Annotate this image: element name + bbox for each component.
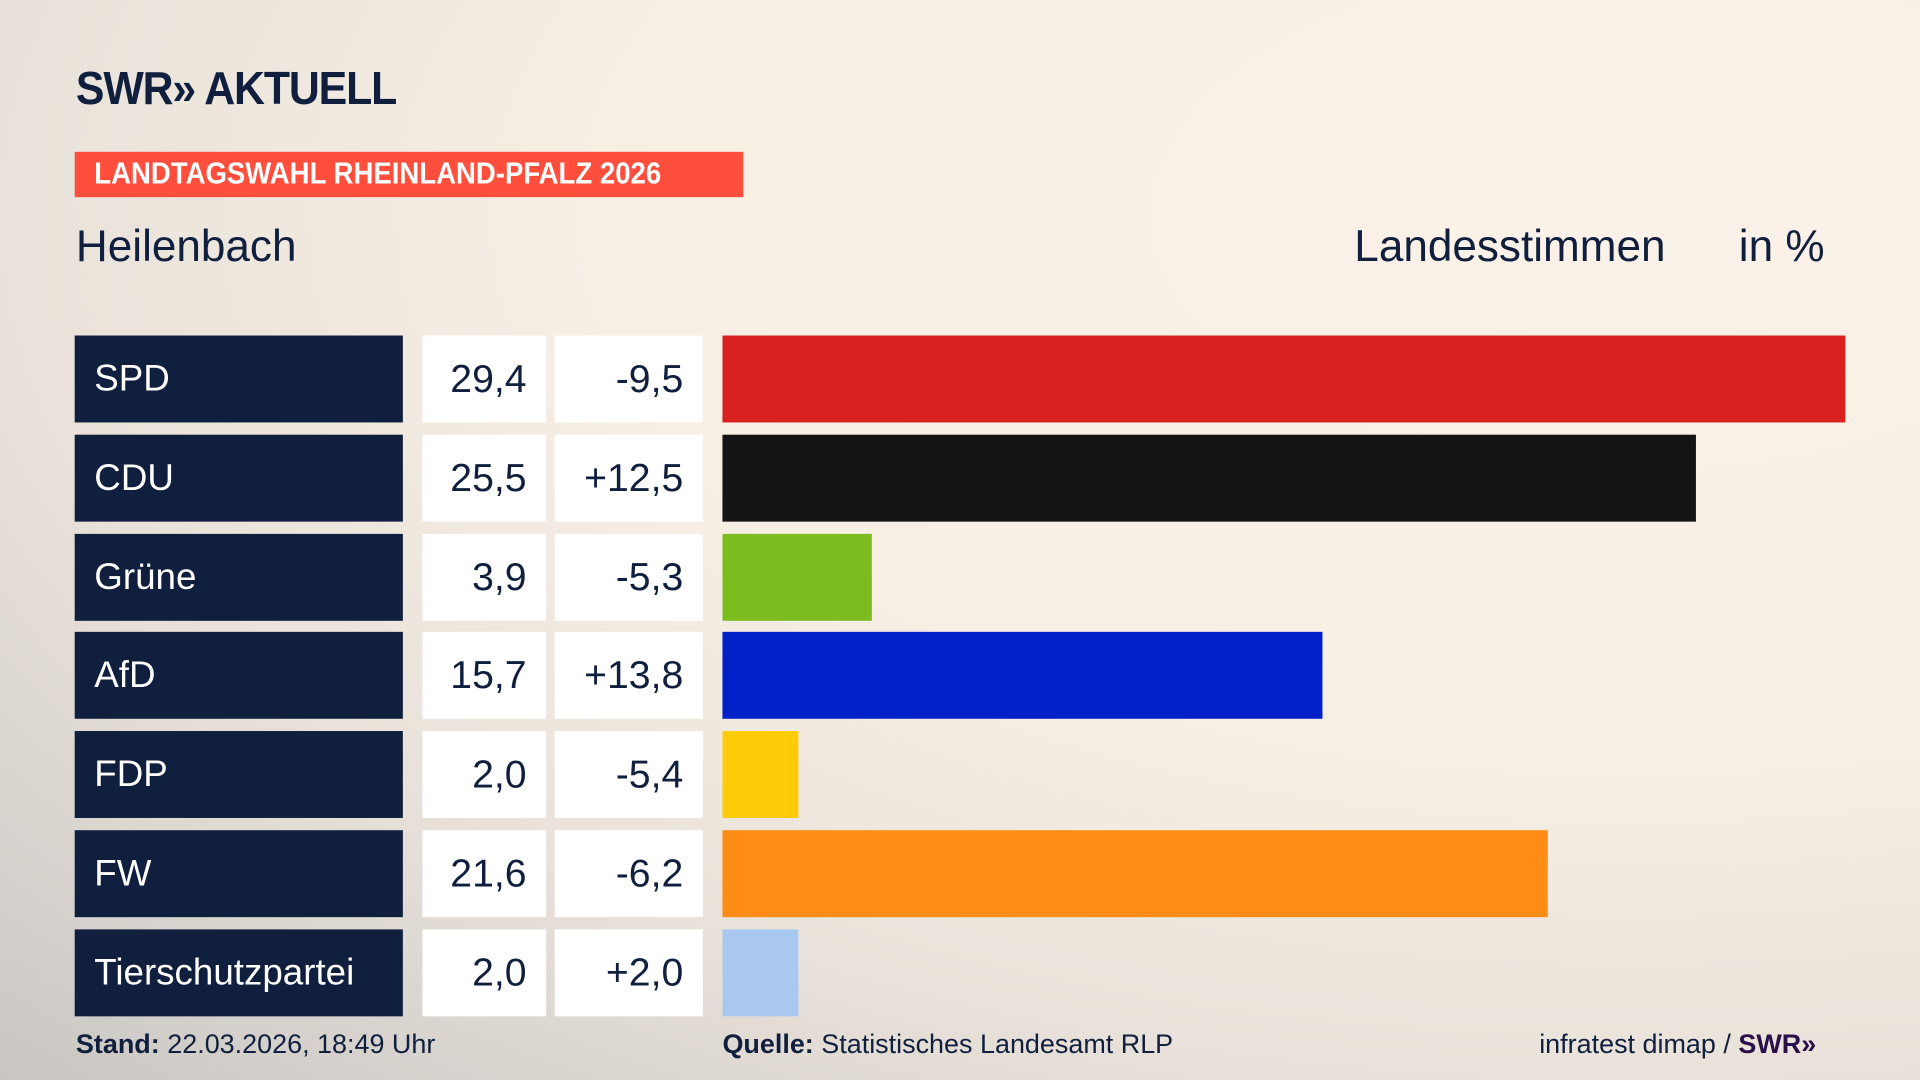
party-label: FW xyxy=(74,830,403,918)
unit-label: in % xyxy=(1738,220,1825,271)
diff-label: -5,4 xyxy=(554,731,703,819)
source: Quelle: Statistisches Landesamt RLP xyxy=(722,1029,1173,1061)
value-label: 2,0 xyxy=(422,731,547,819)
value-label: 15,7 xyxy=(422,632,547,720)
party-label: SPD xyxy=(74,335,403,423)
swr-logo: SWR» xyxy=(1738,1028,1817,1060)
value-label: 29,4 xyxy=(422,335,547,423)
bar-fw xyxy=(722,830,1548,918)
measure-label: Landesstimmen xyxy=(1354,220,1666,271)
credit-text: infratest dimap / xyxy=(1539,1028,1731,1060)
diff-label: -6,2 xyxy=(554,830,703,918)
party-label: FDP xyxy=(74,731,403,819)
swr-aktuell-logo: SWR» AKTUELL xyxy=(75,63,397,116)
source-label: Quelle: xyxy=(722,1028,814,1060)
value-label: 25,5 xyxy=(422,434,547,522)
stand-value: 22.03.2026, 18:49 Uhr xyxy=(167,1028,436,1060)
bar-grüne xyxy=(722,533,872,621)
party-label: Tierschutzpartei xyxy=(74,929,403,1017)
stand-label: Stand: xyxy=(75,1028,160,1060)
timestamp: Stand: 22.03.2026, 18:49 Uhr xyxy=(76,1029,435,1061)
place-title: Heilenbach xyxy=(75,220,297,271)
bar-afd xyxy=(722,632,1323,720)
diff-label: +13,8 xyxy=(554,632,703,720)
source-value: Statistisches Landesamt RLP xyxy=(821,1028,1174,1060)
party-label: Grüne xyxy=(74,533,403,621)
election-tag-text: LANDTAGSWAHL RHEINLAND-PFALZ 2026 xyxy=(94,156,662,192)
diff-label: +2,0 xyxy=(554,929,703,1017)
election-tag: LANDTAGSWAHL RHEINLAND-PFALZ 2026 xyxy=(74,151,744,198)
bar-cdu xyxy=(722,434,1697,522)
party-label: CDU xyxy=(74,434,403,522)
bar-tierschutzpartei xyxy=(722,929,799,1017)
bar-fdp xyxy=(722,731,799,819)
diff-label: +12,5 xyxy=(554,434,703,522)
credit: infratest dimap / SWR» xyxy=(1539,1029,1816,1061)
value-label: 3,9 xyxy=(422,533,547,621)
value-label: 2,0 xyxy=(422,929,547,1017)
party-label: AfD xyxy=(74,632,403,720)
bar-spd xyxy=(722,335,1846,423)
value-label: 21,6 xyxy=(422,830,547,918)
diff-label: -9,5 xyxy=(554,335,703,423)
diff-label: -5,3 xyxy=(554,533,703,621)
